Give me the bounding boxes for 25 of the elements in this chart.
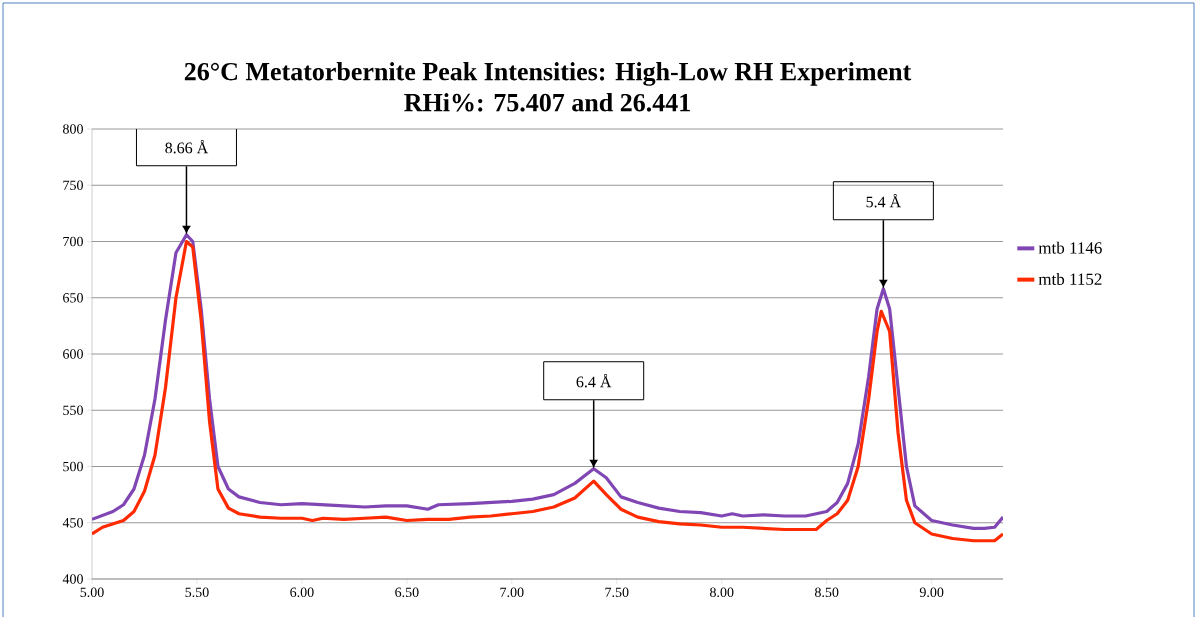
x-tick-label: 7.00 <box>500 587 524 598</box>
y-tick-label: 700 <box>63 236 83 247</box>
annotation: 6.4 Å <box>576 374 612 388</box>
y-tick-label: 500 <box>63 461 83 472</box>
x-tick-label: 9.00 <box>919 587 944 598</box>
y-tick-label: 550 <box>63 405 83 415</box>
x-tick-label: 6.50 <box>395 587 419 598</box>
y-tick-label: 400 <box>62 574 83 584</box>
y-tick-label: 450 <box>62 518 83 528</box>
legend-label: mtb 1146 <box>1038 241 1102 254</box>
x-tick-label: 6.00 <box>290 587 314 598</box>
y-tick-label: 750 <box>63 180 83 190</box>
y-tick-label: 600 <box>63 349 83 359</box>
x-tick-label: 7.50 <box>605 587 629 598</box>
annotation: 5.4 Å <box>866 194 902 208</box>
chart-subtitle: RHi%: 75.407 and 26.441 <box>404 93 690 112</box>
annotation: 8.66 Å <box>165 140 209 154</box>
y-tick-label: 800 <box>63 124 83 134</box>
legend-label: mtb 1152 <box>1038 272 1102 285</box>
y-tick-label: 650 <box>63 293 83 303</box>
x-tick-label: 5.00 <box>80 587 104 598</box>
chart-title: 26°C Metatorbernite Peak Intensities: High-Low RH Experiment <box>184 62 912 86</box>
x-tick-label: 8.50 <box>814 587 839 598</box>
x-tick-label: 5.50 <box>185 587 209 598</box>
x-tick-label: 8.00 <box>710 587 734 598</box>
